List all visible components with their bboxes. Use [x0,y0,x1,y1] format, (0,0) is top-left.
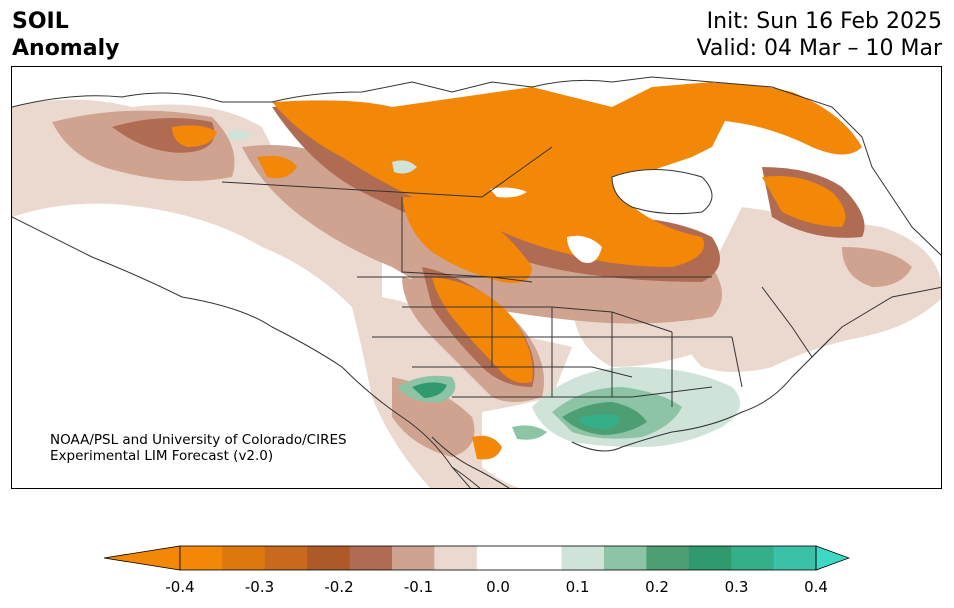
colorbar-tick-label: -0.2 [324,578,354,596]
colorbar-tick-label: -0.1 [403,578,434,596]
colorbar-cell [731,546,775,570]
colorbar-cell [773,546,817,570]
colorbar-cell [349,546,393,570]
colorbar-cell [222,546,266,570]
colorbar-cell [476,546,520,570]
colorbar-cell [646,546,690,570]
colorbar-cell [604,546,647,570]
colorbar-cells [180,546,817,570]
credit-line-1: NOAA/PSL and University of Colorado/CIRE… [50,432,347,448]
colorbar-over-arrow [815,545,850,571]
colorbar-tick-label: -0.4 [165,578,195,596]
colorbar-tick-label: 0.3 [724,578,749,596]
date-info: Init: Sun 16 Feb 2025 Valid: 04 Mar – 10… [697,8,942,62]
boundaries [12,76,941,488]
map-panel: NOAA/PSL and University of Colorado/CIRE… [11,66,942,489]
colorbar-tick-label: 0.4 [804,578,828,596]
colorbar-tick-label: -0.3 [244,578,275,596]
colorbar-under-arrow [104,545,181,571]
credit-line-2: Experimental LIM Forecast (v2.0) [50,448,274,464]
colorbar-tick-label: 0.2 [645,578,669,596]
colorbar-tick-label: 0.0 [486,578,510,596]
colorbar-cell [519,546,563,570]
colorbar-tick-label: 0.1 [565,578,590,596]
title-line-1: SOIL [12,9,69,34]
colorbar-cell [688,546,732,570]
colorbar-frame [179,545,817,571]
anomaly-strong-negative [172,82,862,460]
colorbar-cell [264,546,308,570]
anomaly-positive [227,130,740,447]
title-line-2: Anomaly [12,36,120,61]
anomaly-map [12,76,941,488]
map-title: SOIL Anomaly [12,8,119,62]
credit-text: NOAA/PSL and University of Colorado/CIRE… [50,432,347,464]
colorbar-cell [392,546,435,570]
colorbar-cell [180,546,223,570]
colorbar [104,545,850,571]
colorbar-cell [561,546,605,570]
lakes [490,169,712,263]
valid-date: Valid: 04 Mar – 10 Mar [696,36,942,61]
colorbar-cell [434,546,478,570]
init-date: Init: Sun 16 Feb 2025 [706,9,942,34]
colorbar-cell [307,546,351,570]
